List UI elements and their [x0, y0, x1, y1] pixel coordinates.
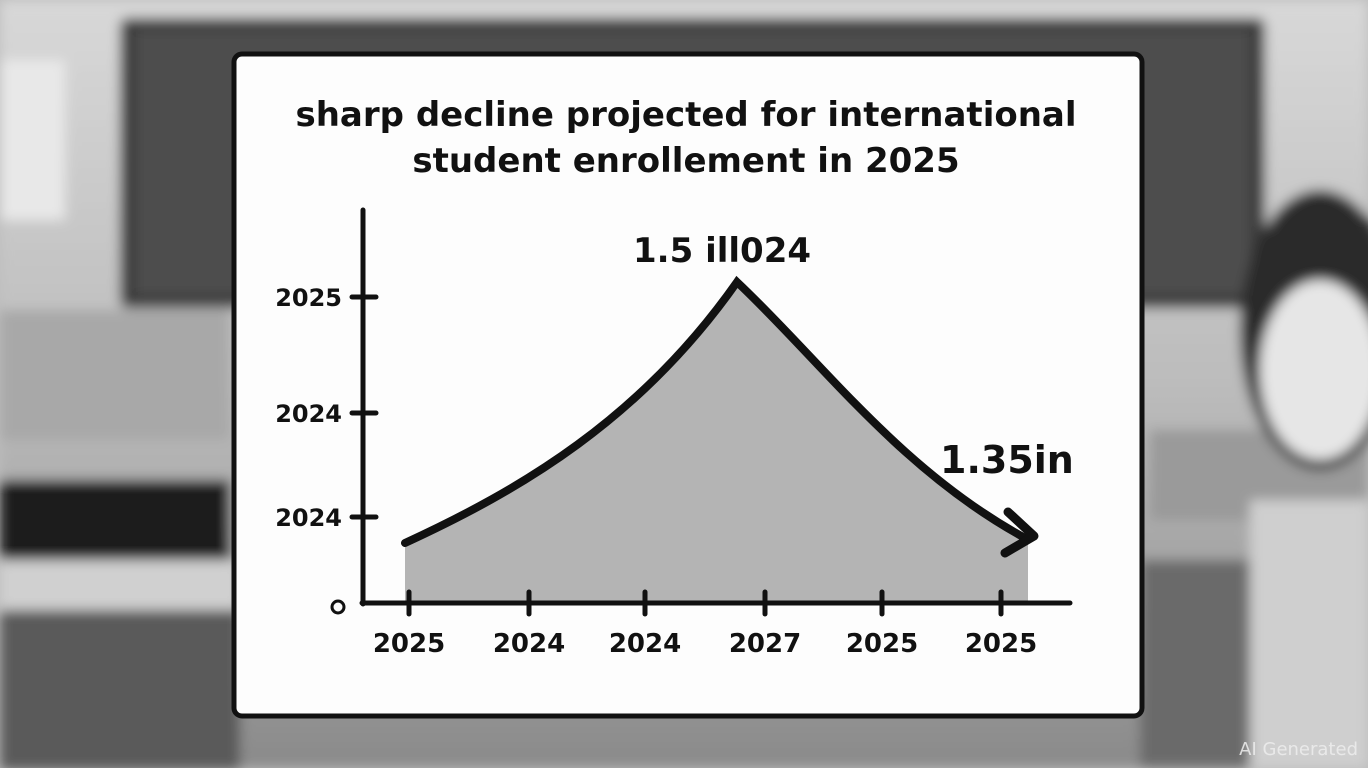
origin-marker: [330, 599, 346, 615]
x-tick-label: 2025: [965, 629, 1037, 659]
ticks: 2025202420240202520242024202720252025: [275, 284, 1037, 659]
watermark: AI Generated: [1239, 739, 1358, 760]
y-tick-label: 2024: [275, 400, 342, 428]
x-tick-label: 2027: [729, 629, 801, 659]
x-tick-label: 2025: [846, 629, 918, 659]
title: sharp decline projected for internationa…: [295, 95, 1076, 181]
y-tick-label: 2025: [275, 284, 342, 312]
end-annotation: 1.35in: [940, 438, 1074, 482]
peak-annotation: 1.5 ill024: [633, 231, 811, 271]
y-tick-label: 2024: [275, 504, 342, 532]
x-tick-label: 2024: [493, 629, 565, 659]
arrow-head: [1000, 507, 1039, 558]
title-line: sharp decline projected for internationa…: [295, 95, 1076, 135]
x-tick-label: 2025: [373, 629, 445, 659]
trend-line: [401, 275, 1029, 547]
x-tick-label: 2024: [609, 629, 681, 659]
title-line: student enrollement in 2025: [412, 141, 959, 181]
area-fill: [405, 282, 1028, 602]
